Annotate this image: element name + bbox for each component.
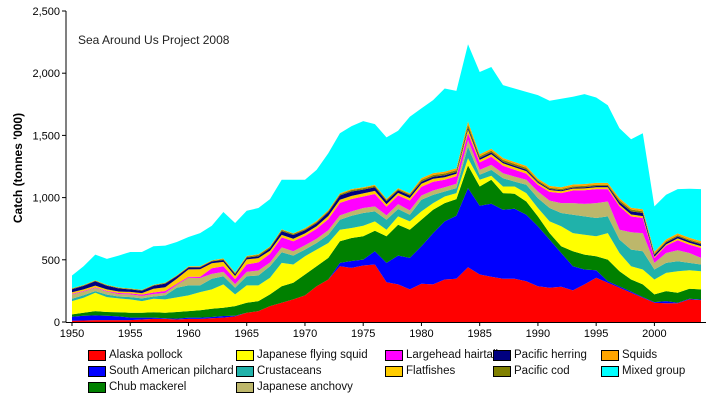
legend-label: Flatfishes xyxy=(406,365,456,377)
legend-item: Alaska pollock xyxy=(88,349,183,361)
legend-swatch xyxy=(493,365,511,377)
legend-item: Crustaceans xyxy=(236,365,322,377)
legend-swatch xyxy=(88,365,106,377)
legend-label: Chub mackerel xyxy=(109,381,187,393)
legend-swatch xyxy=(88,349,106,361)
area-mixed-group xyxy=(72,44,701,290)
legend-label: South American pilchard xyxy=(109,365,234,377)
legend-swatch xyxy=(385,365,403,377)
x-tick-label: 1970 xyxy=(293,328,317,340)
legend-swatch xyxy=(493,349,511,361)
legend-item: South American pilchard xyxy=(88,365,234,377)
legend-item: Chub mackerel xyxy=(88,381,186,393)
x-tick-label: 1950 xyxy=(60,328,84,340)
legend-label: Alaska pollock xyxy=(109,349,183,361)
legend-swatch xyxy=(601,349,619,361)
y-tick-label: 0 xyxy=(54,317,60,329)
y-tick-label: 2,500 xyxy=(32,6,60,18)
legend-swatch xyxy=(385,349,403,361)
legend-label: Largehead hairtail xyxy=(406,349,499,361)
legend-label: Mixed group xyxy=(622,365,686,377)
area-layers xyxy=(72,44,701,322)
legend-label: Pacific cod xyxy=(514,365,570,377)
legend-swatch xyxy=(601,365,619,377)
chart-annotation: Sea Around Us Project 2008 xyxy=(78,33,230,47)
legend-swatch xyxy=(236,381,254,393)
legend-swatch xyxy=(236,365,254,377)
legend-item: Japanese flying squid xyxy=(236,349,368,361)
legend-item: Japanese anchovy xyxy=(236,381,353,393)
axes: 0 500 1,000 1,500 2,000 2,500 1950 1955 1960 1965… xyxy=(32,6,706,340)
legend-item: Flatfishes xyxy=(385,365,455,377)
legend-label: Crustaceans xyxy=(257,365,322,377)
x-tick-label: 1960 xyxy=(176,328,200,340)
area-chub-mackerel xyxy=(72,165,701,319)
area-crustaceans xyxy=(72,146,701,302)
area-japanese-anchovy xyxy=(72,140,701,299)
area-japanese-flying-squid xyxy=(72,158,701,315)
y-tick-label: 500 xyxy=(42,255,60,267)
y-tick-label: 1,000 xyxy=(32,193,60,205)
x-tick-label: 1995 xyxy=(584,328,608,340)
area-alaska-pollock xyxy=(72,264,701,322)
y-axis-label: Catch (tonnes '000) xyxy=(11,113,25,223)
legend-item: Squids xyxy=(601,349,657,361)
x-tick-label: 1985 xyxy=(467,328,491,340)
stacked-area-chart: 0 500 1,000 1,500 2,000 2,500 1950 1955 1960 1965… xyxy=(11,6,706,340)
x-tick-label: 2000 xyxy=(642,328,666,340)
legend-label: Pacific herring xyxy=(514,349,587,361)
legend-label: Squids xyxy=(622,349,658,361)
x-tick-label: 1990 xyxy=(526,328,550,340)
y-tick-label: 1,500 xyxy=(32,130,60,142)
y-tick-label: 2,000 xyxy=(32,68,60,80)
x-tick-label: 1965 xyxy=(234,328,258,340)
x-tick-label: 1975 xyxy=(351,328,375,340)
legend-item: Pacific cod xyxy=(493,365,570,377)
legend-swatch xyxy=(88,381,106,393)
legend-label: Japanese anchovy xyxy=(257,381,353,393)
x-tick-label: 1955 xyxy=(118,328,142,340)
legend-item: Mixed group xyxy=(601,365,685,377)
area-largehead-hairtail xyxy=(72,133,701,296)
legend-item: Pacific herring xyxy=(493,349,587,361)
x-tick-label: 1980 xyxy=(409,328,433,340)
legend-label: Japanese flying squid xyxy=(257,349,368,361)
legend-swatch xyxy=(236,349,254,361)
legend-item: Largehead hairtail xyxy=(385,349,498,361)
